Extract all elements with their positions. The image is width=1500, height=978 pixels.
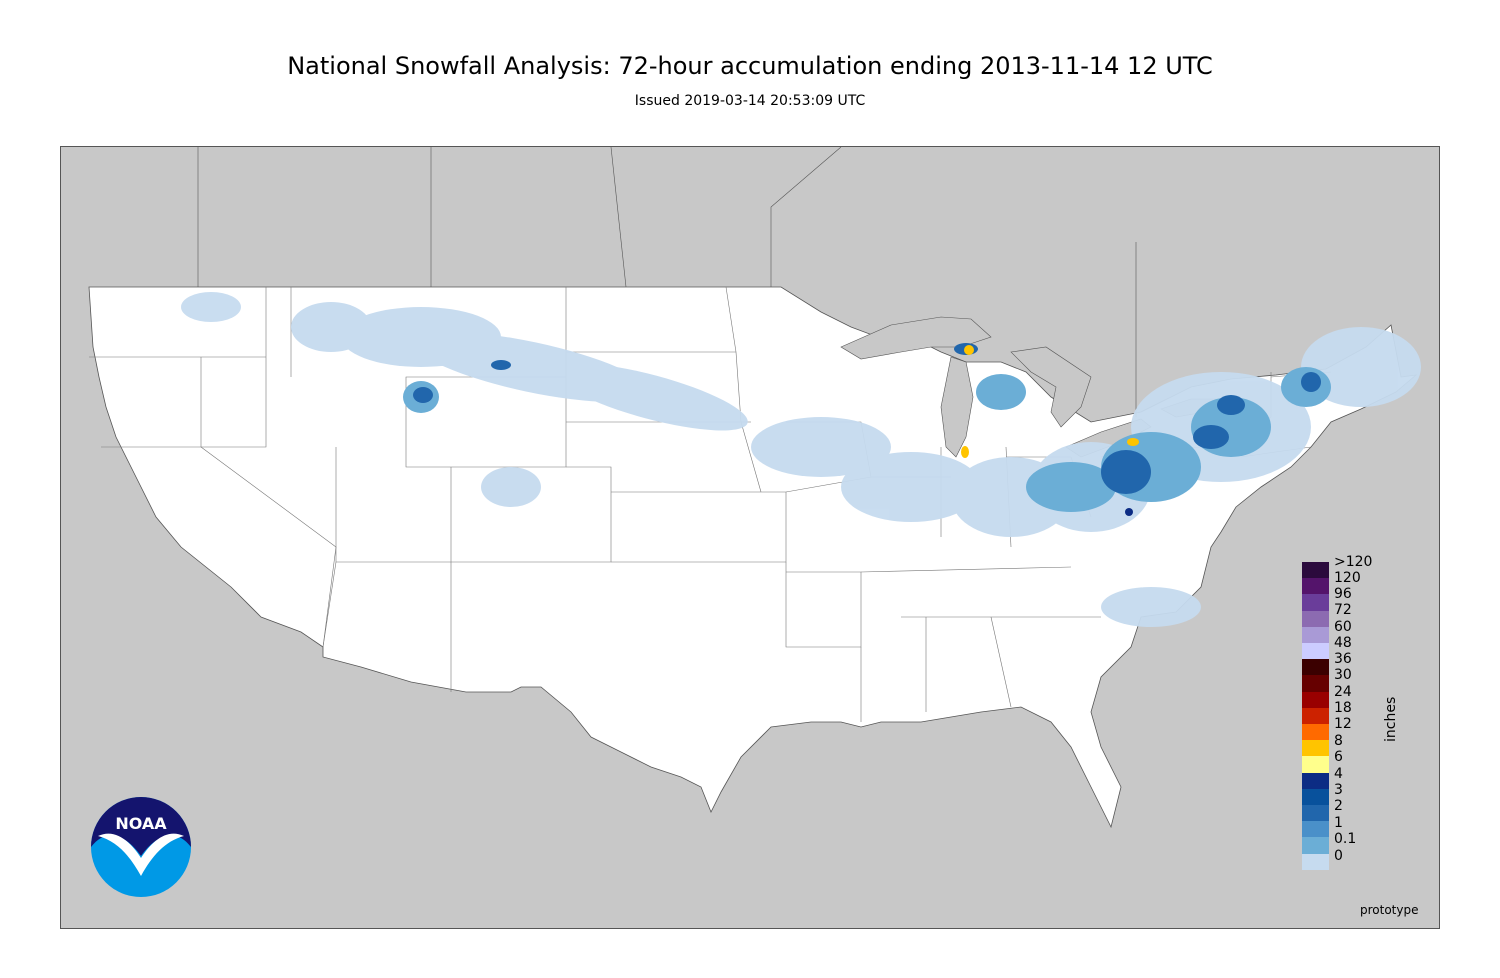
legend-label: 72 xyxy=(1334,602,1352,618)
country-borders xyxy=(197,147,1137,417)
legend-swatch xyxy=(1302,610,1329,627)
legend-swatch xyxy=(1302,853,1329,870)
legend-swatch xyxy=(1302,821,1329,838)
lake-michigan xyxy=(940,356,974,458)
legend-swatch xyxy=(1302,740,1329,757)
legend-label: 24 xyxy=(1334,684,1352,700)
legend-label: >120 xyxy=(1334,554,1373,570)
legend-label: 2 xyxy=(1334,798,1343,814)
legend-label: 3 xyxy=(1334,782,1343,798)
legend-unit-label: inches xyxy=(1383,696,1399,742)
map-panel xyxy=(60,146,1440,929)
legend-swatch xyxy=(1302,643,1329,660)
legend-swatch xyxy=(1302,562,1329,579)
legend-label: 6 xyxy=(1334,749,1343,765)
snow-extreme xyxy=(961,345,1139,516)
conus-land xyxy=(88,286,1418,829)
legend-label: 36 xyxy=(1334,651,1352,667)
legend-swatch xyxy=(1302,626,1329,643)
legend-label: 120 xyxy=(1334,570,1361,586)
legend-swatch xyxy=(1302,788,1329,805)
lake-huron xyxy=(1010,346,1092,428)
legend-label: 1 xyxy=(1334,815,1343,831)
legend-swatch xyxy=(1302,578,1329,595)
legend-label: 18 xyxy=(1334,700,1352,716)
legend-swatch xyxy=(1302,772,1329,789)
legend-label: 48 xyxy=(1334,635,1352,651)
legend-label: 96 xyxy=(1334,586,1352,602)
legend-swatch xyxy=(1302,837,1329,854)
snowfall-map xyxy=(88,147,1421,829)
noaa-logo-text: NOAA xyxy=(115,814,167,833)
legend-label: 30 xyxy=(1334,667,1352,683)
lake-superior xyxy=(840,316,992,360)
legend-label: 4 xyxy=(1334,766,1343,782)
prototype-label: prototype xyxy=(1360,903,1419,917)
legend-label: 8 xyxy=(1334,733,1343,749)
legend-swatch xyxy=(1302,675,1329,692)
legend-swatch xyxy=(1302,659,1329,676)
legend-swatch xyxy=(1302,691,1329,708)
legend-label: 0 xyxy=(1334,848,1343,864)
noaa-logo: NOAA xyxy=(91,797,191,897)
map-title: National Snowfall Analysis: 72-hour accu… xyxy=(287,52,1213,80)
legend-swatch xyxy=(1302,756,1329,773)
legend-swatch xyxy=(1302,724,1329,741)
legend-swatch xyxy=(1302,707,1329,724)
legend-label: 60 xyxy=(1334,619,1352,635)
legend-label: 12 xyxy=(1334,716,1352,732)
legend-swatch xyxy=(1302,594,1329,611)
issued-timestamp: Issued 2019-03-14 20:53:09 UTC xyxy=(634,93,866,109)
legend-swatch xyxy=(1302,805,1329,822)
legend-label: 0.1 xyxy=(1334,831,1357,847)
